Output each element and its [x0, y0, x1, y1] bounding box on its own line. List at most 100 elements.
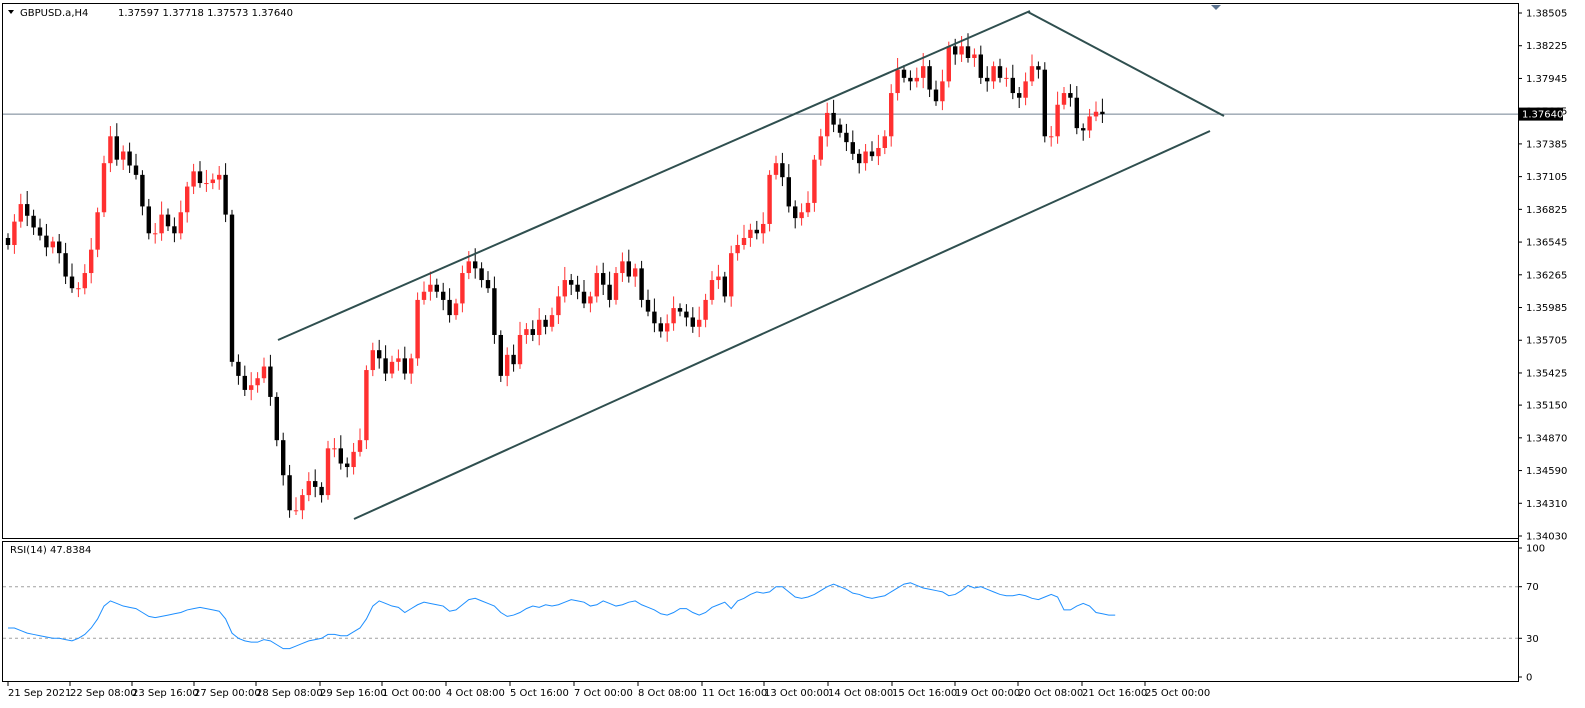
candle	[524, 323, 529, 344]
candle	[1049, 126, 1054, 147]
price-tick-label: 1.38505	[1526, 9, 1567, 20]
time-tick-label: 21 Sep 2021	[8, 688, 71, 699]
time-tick-label: 7 Oct 00:00	[574, 688, 633, 699]
candle	[229, 209, 235, 367]
candle	[447, 288, 452, 323]
candle	[1023, 72, 1028, 106]
chart-shift-marker-icon[interactable]	[1211, 5, 1221, 10]
candle	[857, 149, 862, 174]
candle	[191, 163, 196, 195]
candle	[1010, 64, 1015, 100]
rsi-pane[interactable]	[2, 541, 1519, 682]
current-price-label: 1.37640	[1522, 110, 1563, 121]
candle	[377, 339, 382, 369]
channel-lower-line[interactable]	[353, 130, 1211, 520]
candle	[165, 208, 171, 231]
candle	[236, 354, 241, 385]
candle	[831, 99, 836, 133]
candle	[1017, 86, 1022, 109]
candle	[697, 306, 702, 338]
dropdown-triangle-icon[interactable]	[8, 10, 14, 14]
time-tick-label: 29 Sep 16:00	[320, 688, 387, 699]
rsi-tick-label: 100	[1526, 544, 1545, 555]
price-tick-label: 1.36265	[1526, 270, 1567, 281]
price-tick-label: 1.38225	[1526, 41, 1567, 52]
candle	[729, 245, 734, 307]
candle	[978, 45, 983, 84]
rsi-tick-label: 70	[1526, 582, 1539, 593]
time-tick-label: 19 Oct 00:00	[955, 688, 1020, 699]
candle	[1004, 67, 1009, 87]
candle	[383, 345, 388, 382]
candle	[972, 48, 977, 67]
candle	[1061, 86, 1067, 110]
symbol-label: GBPUSD.a,H4	[20, 8, 88, 19]
candle	[153, 223, 158, 244]
candle	[575, 275, 580, 300]
candle	[1093, 101, 1099, 122]
candle	[645, 289, 651, 317]
candle	[735, 234, 740, 261]
price-pane[interactable]	[2, 3, 1519, 539]
candle	[1081, 123, 1086, 141]
candle	[281, 432, 286, 486]
candle	[57, 234, 62, 264]
ohlc-values: 1.37597 1.37718 1.37573 1.37640	[118, 8, 293, 19]
candle	[799, 203, 804, 226]
rsi-label: RSI(14) 47.8384	[10, 545, 91, 556]
candle	[249, 372, 254, 401]
rsi-axis: 100 70 30 0	[1518, 544, 1545, 684]
candle	[997, 58, 1003, 83]
time-tick-label: 23 Sep 16:00	[132, 688, 199, 699]
candle	[441, 282, 446, 311]
candle	[345, 457, 350, 478]
candle	[505, 347, 510, 387]
candle	[530, 320, 535, 342]
candle	[37, 218, 43, 241]
candle	[825, 102, 830, 147]
candle	[485, 271, 491, 293]
candle	[1042, 62, 1047, 143]
candle	[351, 442, 356, 475]
candle	[908, 70, 913, 91]
channel-upper-line[interactable]	[277, 10, 1031, 341]
candle	[415, 292, 420, 366]
price-tick-label: 1.35150	[1526, 401, 1567, 412]
rsi-tick-label: 30	[1526, 634, 1539, 645]
candle	[364, 365, 369, 450]
candle	[562, 266, 567, 303]
candle	[140, 170, 145, 216]
candle	[133, 153, 139, 180]
candle	[818, 128, 823, 166]
candle	[204, 169, 209, 192]
candle	[114, 123, 119, 166]
candle	[703, 293, 708, 328]
time-tick-label: 22 Sep 08:00	[70, 688, 137, 699]
candle	[991, 61, 996, 89]
candle	[876, 134, 881, 166]
candle	[946, 41, 951, 88]
time-tick-label: 11 Oct 16:00	[702, 688, 767, 699]
candle	[940, 69, 945, 111]
price-axis: 1.385051.382251.379451.376651.373851.371…	[1518, 9, 1567, 543]
candle	[453, 298, 459, 320]
candle	[479, 262, 484, 288]
current-price-box	[1519, 107, 1563, 121]
candle	[684, 304, 689, 327]
candle	[882, 130, 887, 155]
candle	[1055, 91, 1060, 144]
candle	[108, 126, 113, 173]
time-tick-label: 13 Oct 00:00	[764, 688, 829, 699]
price-tick-label: 1.34030	[1526, 532, 1567, 543]
candle	[370, 342, 375, 377]
candle	[434, 278, 439, 298]
candle	[25, 190, 30, 227]
candle	[773, 155, 779, 180]
trendlines[interactable]	[277, 10, 1225, 520]
descending-trendline[interactable]	[1027, 11, 1225, 117]
candle	[716, 264, 721, 289]
candle	[914, 67, 919, 88]
price-tick-label: 1.35705	[1526, 336, 1567, 347]
candle	[255, 372, 260, 393]
